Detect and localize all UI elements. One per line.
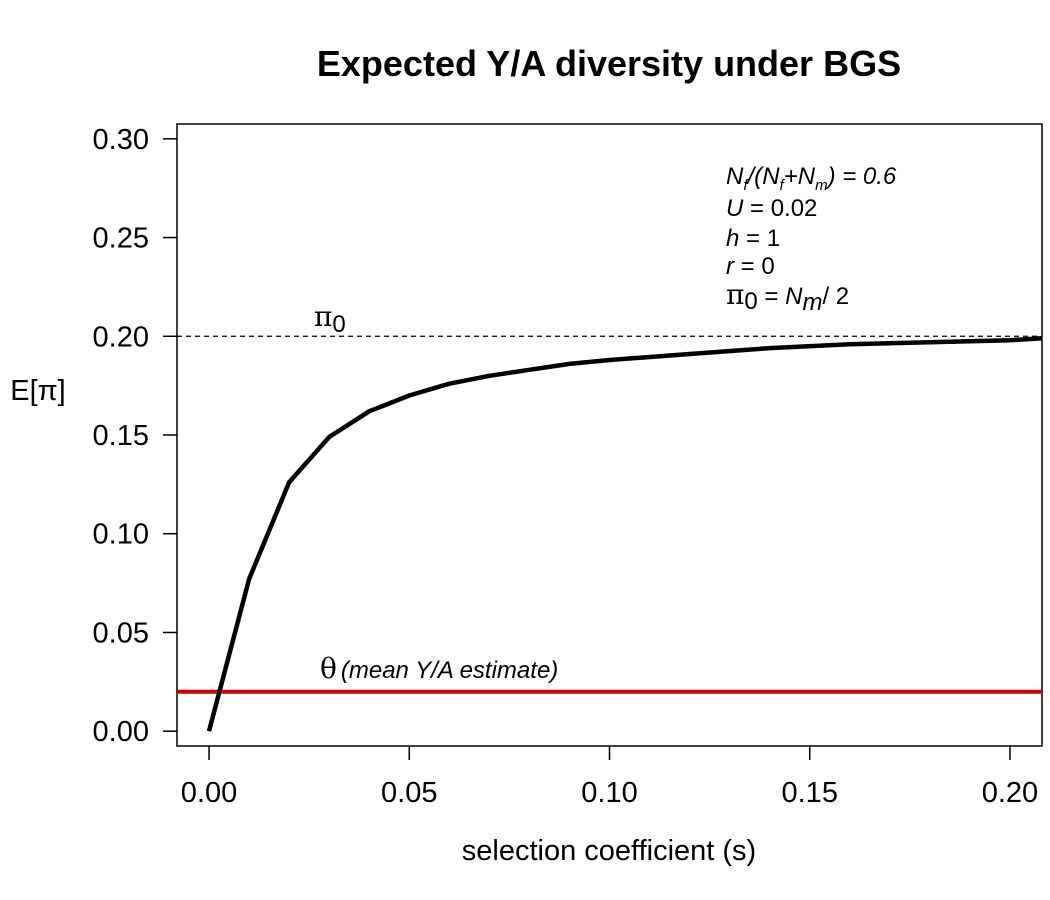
theta-line-note: (mean Y/A estimate) [341,657,558,684]
y-tick-label: 0.10 [93,519,149,551]
annotation-r: r = 0 [726,253,775,280]
y-axis: 0.00 0.05 0.10 0.15 0.20 0.25 0.30 [93,124,177,748]
y-tick-label: 0.00 [93,716,149,748]
series-layer [206,335,1043,732]
x-tick-label: 0.05 [381,777,437,809]
series-line [206,335,1043,732]
plot-frame [176,123,1043,747]
x-axis: 0.00 0.05 0.10 0.15 0.20 [181,746,1038,809]
y-axis-label: E[π] [10,375,65,407]
y-tick-label: 0.15 [93,420,149,452]
pi0-line-subscript: 0 [332,311,345,338]
y-tick-label: 0.05 [93,617,149,649]
x-tick-label: 0.20 [982,777,1038,809]
theta-line-label: θ (mean Y/A estimate) [320,652,558,685]
annotation-h: h = 1 [726,225,780,252]
x-tick-label: 0.15 [782,777,838,809]
annotation-ratio: Nf/(Nf+Nm) = 0.6 [726,163,897,194]
y-tick-label: 0.20 [93,321,149,353]
annotation-pi0: π0 = Nm/ 2 [726,278,849,316]
pi0-line-symbol: π [314,300,332,333]
y-tick-label: 0.30 [93,124,149,156]
x-tick-label: 0.00 [181,777,237,809]
chart-title: Expected Y/A diversity under BGS [317,43,901,84]
y-tick-label: 0.25 [93,223,149,255]
x-tick-label: 0.10 [581,777,637,809]
theta-line-symbol: θ [320,652,337,685]
annotation-u: U = 0.02 [726,195,817,222]
x-axis-label: selection coefficient (s) [462,835,756,867]
pi0-line-label: π0 [314,300,346,338]
reference-lines [177,335,1042,694]
